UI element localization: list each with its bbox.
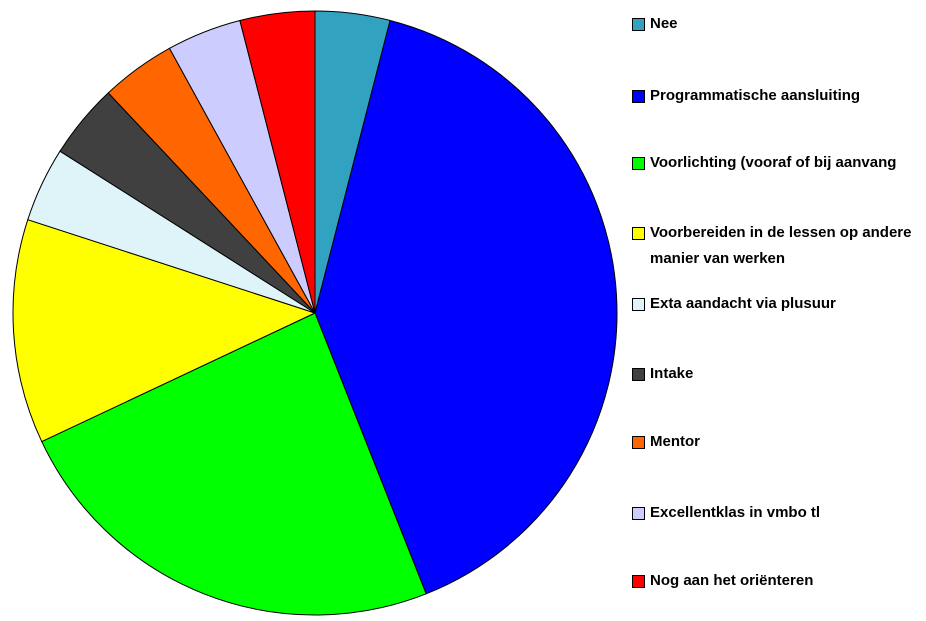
legend-swatch — [632, 507, 645, 520]
legend-item: Nog aan het oriënteren — [632, 568, 924, 594]
pie-slice — [314, 19, 618, 595]
legend-item: Voorbereiden in de lessen op andere mani… — [632, 220, 924, 272]
pie-slice — [12, 219, 317, 443]
legend-item: Mentor — [632, 429, 924, 455]
legend-label: Mentor — [650, 433, 700, 450]
legend-label: Excellentklas in vmbo tl — [650, 504, 821, 521]
legend-swatch — [632, 90, 645, 103]
legend-item: Exta aandacht via plusuur — [632, 291, 924, 317]
legend-swatch — [632, 18, 645, 31]
legend-label: Nee — [650, 15, 678, 32]
legend-label: Exta aandacht via plusuur — [650, 295, 836, 312]
legend-swatch — [632, 227, 645, 240]
legend-item: Voorlichting (vooraf of bij aanvang — [632, 150, 924, 176]
legend-item: Nee — [632, 11, 924, 37]
legend-label: Voorbereiden in de lessen op andere mani… — [650, 224, 912, 267]
legend-label: Nog aan het oriënteren — [650, 572, 814, 589]
legend-swatch — [632, 436, 645, 449]
pie-chart — [12, 10, 618, 616]
legend-label: Voorlichting (vooraf of bij aanvang — [650, 154, 897, 171]
legend-item: Excellentklas in vmbo tl — [632, 500, 924, 526]
pie-slice — [239, 10, 316, 314]
legend-swatch — [632, 157, 645, 170]
legend-item: Intake — [632, 361, 924, 387]
legend-swatch — [632, 575, 645, 588]
legend-label: Programmatische aansluiting — [650, 87, 861, 104]
legend-swatch — [632, 298, 645, 311]
legend-item: Programmatische aansluiting — [632, 83, 924, 109]
pie-slice — [41, 312, 427, 616]
legend-swatch — [632, 368, 645, 381]
legend-label: Intake — [650, 365, 694, 382]
